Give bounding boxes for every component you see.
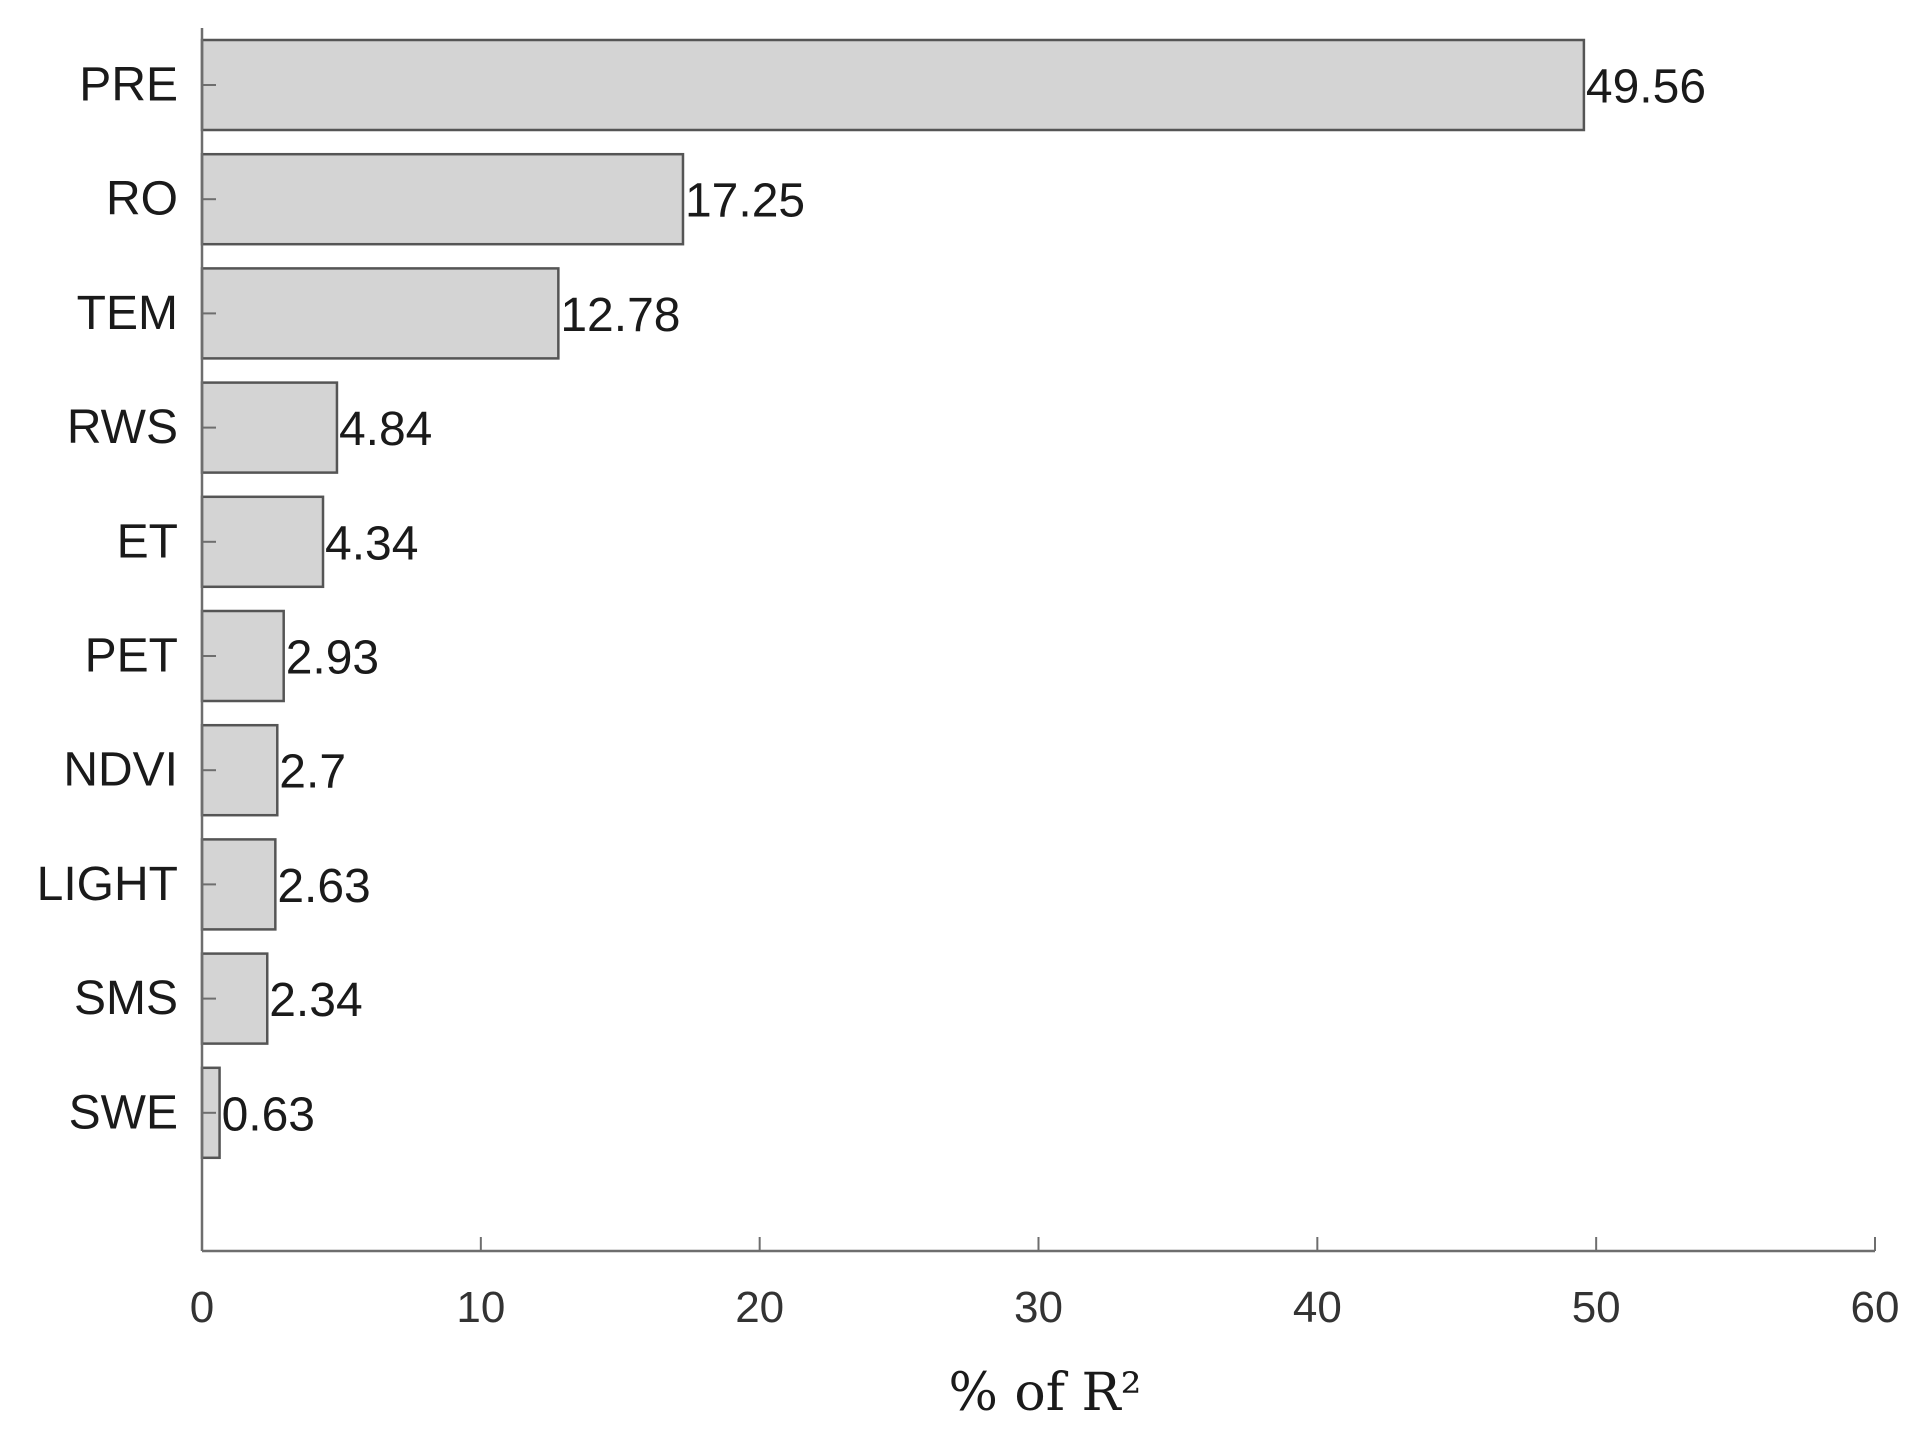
value-label-et: 4.34 [325, 517, 418, 570]
bar-tem [200, 267, 560, 360]
category-label-light: LIGHT [37, 858, 178, 911]
value-label-rws: 4.84 [339, 403, 432, 456]
labels-layer: PRE 49.56 RO 17.25 TEM 12.78 RWS 4.84 ET 4.34 PET 2… [37, 59, 1900, 1333]
bar-pre [200, 38, 1586, 132]
value-label-ndvi: 2.7 [279, 746, 346, 799]
category-label-rws: RWS [67, 401, 178, 454]
x-tick-label-50: 50 [1572, 1283, 1621, 1332]
axes-layer [200, 28, 1876, 1253]
x-tick-label-60: 60 [1851, 1283, 1900, 1332]
x-axis-title: % of R² [948, 1363, 1141, 1423]
x-tick-label-30: 30 [1014, 1283, 1063, 1332]
value-label-tem: 12.78 [560, 289, 680, 342]
bar-et [200, 495, 325, 589]
value-label-pre: 49.56 [1586, 61, 1706, 114]
category-label-ndvi: NDVI [63, 744, 178, 797]
bar-ro [200, 152, 685, 246]
bar-rws [200, 381, 339, 474]
category-label-pet: PET [85, 630, 178, 683]
x-tick-label-40: 40 [1293, 1283, 1342, 1332]
category-label-sms: SMS [74, 972, 178, 1025]
category-label-et: ET [117, 515, 178, 568]
value-label-ro: 17.25 [685, 175, 805, 228]
value-label-pet: 2.93 [286, 632, 379, 685]
x-tick-label-10: 10 [456, 1283, 505, 1332]
category-label-swe: SWE [69, 1086, 178, 1139]
bars-layer [200, 38, 1586, 1160]
value-label-swe: 0.63 [222, 1088, 315, 1141]
value-label-light: 2.63 [277, 860, 370, 913]
category-label-tem: TEM [77, 287, 178, 340]
x-tick-label-0: 0 [190, 1283, 214, 1332]
x-tick-label-20: 20 [735, 1283, 784, 1332]
category-label-pre: PRE [79, 59, 178, 112]
category-label-ro: RO [106, 173, 178, 226]
value-label-sms: 2.34 [269, 974, 362, 1027]
